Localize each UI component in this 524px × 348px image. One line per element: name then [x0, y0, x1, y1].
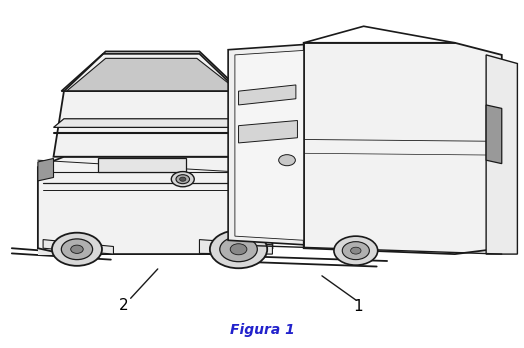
Polygon shape [38, 158, 53, 181]
Circle shape [52, 233, 102, 266]
Circle shape [351, 247, 361, 254]
Polygon shape [486, 105, 502, 164]
Text: Figura 1: Figura 1 [230, 323, 294, 337]
Circle shape [279, 155, 296, 166]
Polygon shape [238, 120, 298, 143]
Circle shape [176, 175, 190, 184]
Polygon shape [200, 239, 272, 254]
Polygon shape [98, 158, 187, 172]
Circle shape [71, 245, 83, 253]
Polygon shape [486, 55, 517, 254]
Circle shape [61, 239, 93, 260]
Polygon shape [304, 43, 502, 254]
Polygon shape [228, 45, 304, 245]
Circle shape [180, 177, 186, 181]
Circle shape [220, 237, 257, 262]
Polygon shape [38, 157, 272, 254]
Polygon shape [67, 58, 238, 91]
Circle shape [334, 236, 378, 265]
Polygon shape [53, 52, 246, 157]
Polygon shape [53, 119, 246, 127]
Text: 2: 2 [119, 298, 129, 313]
Circle shape [210, 230, 267, 268]
Circle shape [230, 244, 247, 255]
Polygon shape [38, 248, 272, 255]
Text: 1: 1 [354, 299, 363, 314]
Polygon shape [246, 158, 272, 181]
Polygon shape [43, 239, 114, 254]
Polygon shape [238, 85, 296, 105]
Circle shape [171, 172, 194, 187]
Polygon shape [235, 50, 304, 240]
Circle shape [342, 242, 369, 260]
